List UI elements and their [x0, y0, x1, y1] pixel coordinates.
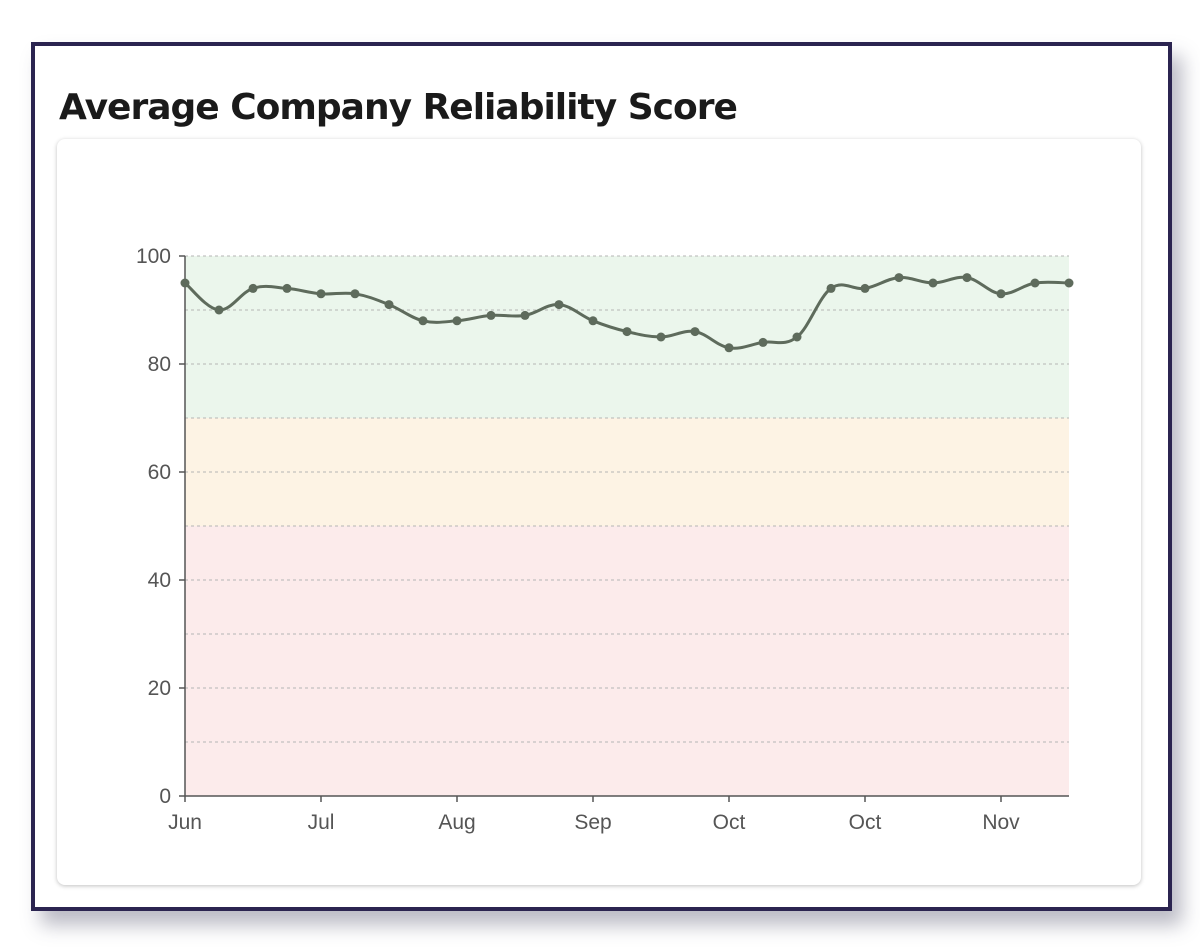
data-point-4[interactable]: [316, 289, 326, 299]
data-point-7[interactable]: [418, 316, 428, 326]
data-point-23[interactable]: [962, 273, 972, 283]
x-tick-label: Jun: [168, 811, 202, 834]
data-points: [180, 273, 1074, 353]
data-point-9[interactable]: [486, 310, 496, 320]
data-point-6[interactable]: [384, 300, 394, 310]
data-point-2[interactable]: [248, 283, 258, 293]
reliability-line-chart: 0 20 40 60 80 100 Jun Jul Aug Sep Oct Oct Nov: [136, 245, 1074, 834]
data-point-11[interactable]: [554, 300, 564, 310]
chart-title: Average Company Reliability Score: [59, 87, 738, 128]
data-point-3[interactable]: [282, 283, 292, 293]
data-point-13[interactable]: [622, 327, 632, 337]
data-point-25[interactable]: [1030, 278, 1040, 288]
y-tick-label: 100: [136, 245, 171, 268]
y-tick-label: 20: [148, 677, 171, 700]
x-tick-label: Oct: [713, 811, 746, 834]
x-tick-label: Jul: [308, 811, 335, 834]
data-point-10[interactable]: [520, 310, 530, 320]
x-tick-label: Nov: [982, 811, 1020, 834]
x-tick-labels: Jun Jul Aug Sep Oct Oct Nov: [168, 811, 1020, 834]
data-point-19[interactable]: [826, 283, 836, 293]
data-point-20[interactable]: [860, 283, 870, 293]
score-band-1: [185, 418, 1069, 526]
y-tick-labels: 0 20 40 60 80 100: [136, 245, 171, 808]
chart-card: 0 20 40 60 80 100 Jun Jul Aug Sep Oct Oct Nov: [57, 139, 1141, 885]
data-point-24[interactable]: [996, 289, 1006, 299]
data-point-0[interactable]: [180, 278, 190, 288]
data-point-5[interactable]: [350, 289, 360, 299]
data-point-22[interactable]: [928, 278, 938, 288]
x-tick-label: Aug: [438, 811, 475, 834]
data-point-21[interactable]: [894, 273, 904, 283]
data-point-14[interactable]: [656, 332, 666, 342]
score-band-0: [185, 256, 1069, 418]
chart-frame: Average Company Reliability Score 0 20 40 6…: [31, 42, 1172, 911]
axes: [179, 255, 1069, 802]
y-tick-label: 80: [148, 353, 171, 376]
y-tick-label: 40: [148, 569, 171, 592]
data-point-17[interactable]: [758, 337, 768, 347]
x-tick-label: Oct: [849, 811, 882, 834]
x-tick-label: Sep: [574, 811, 611, 834]
data-point-12[interactable]: [588, 316, 598, 326]
y-tick-label: 60: [148, 461, 171, 484]
data-point-15[interactable]: [690, 327, 700, 337]
data-point-1[interactable]: [214, 305, 224, 315]
data-point-8[interactable]: [452, 316, 462, 326]
data-point-16[interactable]: [724, 343, 734, 353]
score-band-2: [185, 526, 1069, 796]
y-tick-label: 0: [159, 785, 171, 808]
data-point-26[interactable]: [1064, 278, 1074, 288]
data-point-18[interactable]: [792, 332, 802, 342]
score-bands: [185, 256, 1069, 796]
